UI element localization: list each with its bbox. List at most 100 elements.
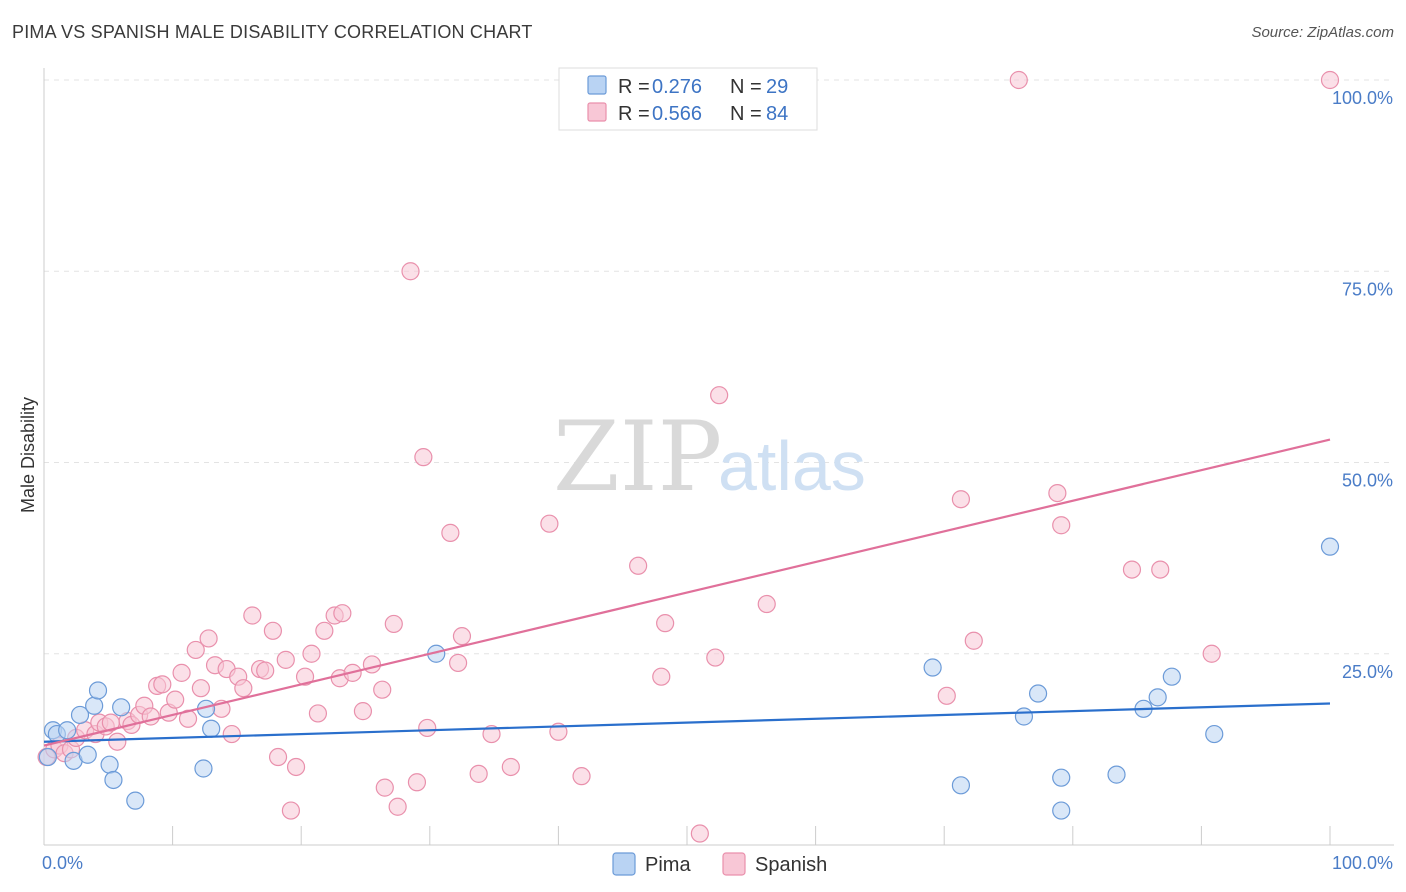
spanish-point-79 (1052, 516, 1071, 535)
source-label: Source: ZipAtlas.com (1251, 24, 1394, 41)
spanish-point-36 (268, 747, 288, 767)
legend-n-label-pima: N = (730, 76, 762, 98)
spanish-point-74 (937, 686, 956, 705)
bottom-legend-swatch-pima (612, 852, 636, 876)
pima-point-21 (1052, 768, 1071, 787)
spanish-point-83 (1320, 70, 1340, 90)
spanish-point-21 (172, 663, 191, 682)
watermark-atlas: atlas (718, 427, 866, 505)
spanish-point-82 (1202, 644, 1221, 663)
spanish-points (37, 70, 1340, 843)
spanish-point-41 (302, 644, 321, 663)
pima-point-5 (70, 705, 90, 725)
pima-point-0 (38, 747, 57, 767)
spanish-point-62 (482, 724, 501, 744)
spanish-point-67 (629, 556, 648, 575)
y-axis-label: Male Disability (18, 397, 38, 513)
pima-point-26 (1162, 667, 1181, 686)
pima-point-27 (1205, 724, 1224, 744)
legend-n-label-spanish: N = (730, 103, 762, 125)
spanish-point-55 (407, 773, 427, 792)
spanish-point-38 (281, 801, 301, 820)
legend-swatch-pima (587, 75, 607, 95)
pima-point-12 (126, 791, 145, 810)
spanish-point-60 (452, 627, 472, 646)
y-tick-label-0: 25.0% (1342, 662, 1393, 682)
bottom-legend-swatch-spanish (722, 852, 746, 876)
spanish-point-51 (375, 778, 394, 797)
x-tick-labels: 0.0% 100.0% (42, 853, 1393, 873)
pima-point-14 (194, 759, 213, 778)
spanish-point-31 (234, 679, 253, 698)
pima-point-19 (1014, 707, 1034, 726)
pima-point-23 (1107, 765, 1126, 784)
spanish-point-58 (441, 523, 460, 542)
spanish-point-81 (1151, 560, 1170, 579)
pima-point-15 (202, 719, 221, 738)
spanish-point-24 (191, 679, 210, 698)
legend-r-value-spanish: 0.566 (652, 103, 702, 125)
axes (43, 68, 1394, 846)
spanish-point-52 (384, 614, 403, 634)
pima-point-6 (78, 745, 97, 764)
pima-points (38, 537, 1340, 820)
pima-point-18 (951, 776, 971, 795)
spanish-point-49 (362, 655, 382, 674)
pima-point-20 (1028, 684, 1048, 703)
y-tick-label-2: 75.0% (1342, 279, 1393, 299)
spanish-point-66 (572, 767, 591, 786)
bottom-legend-label-pima: Pima (645, 854, 691, 876)
spanish-point-37 (276, 650, 295, 669)
legend-n-value-spanish: 84 (766, 103, 788, 125)
pima-point-22 (1052, 801, 1071, 820)
spanish-point-34 (256, 661, 275, 680)
spanish-point-63 (501, 757, 520, 777)
spanish-point-61 (469, 764, 488, 783)
grid-lines (44, 79, 1394, 655)
spanish-point-40 (295, 667, 315, 686)
spanish-point-20 (166, 690, 185, 709)
spanish-point-75 (951, 490, 971, 509)
spanish-point-54 (401, 262, 420, 281)
bottom-legend-label-spanish: Spanish (755, 854, 827, 876)
y-tick-label-3: 100.0% (1332, 88, 1393, 108)
x-tick-label-min: 0.0% (42, 853, 83, 873)
spanish-point-45 (333, 604, 352, 623)
pima-point-28 (1320, 537, 1340, 556)
legend-n-value-pima: 29 (766, 76, 788, 98)
spanish-point-43 (315, 621, 334, 640)
spanish-point-56 (414, 448, 433, 467)
spanish-point-50 (373, 680, 392, 699)
spanish-trend-line (43, 438, 1331, 747)
pima-point-3 (58, 721, 77, 740)
spanish-point-35 (263, 621, 283, 640)
spanish-point-72 (710, 386, 729, 405)
spanish-point-71 (706, 648, 725, 667)
spanish-point-76 (964, 631, 983, 650)
spanish-point-29 (222, 724, 241, 744)
spanish-point-11 (108, 732, 127, 751)
pima-point-8 (88, 681, 108, 700)
y-tick-label-1: 50.0% (1342, 471, 1393, 491)
y-tick-labels: 25.0% 50.0% 75.0% 100.0% (1332, 88, 1393, 682)
spanish-point-57 (418, 718, 437, 738)
legend-swatch-spanish (587, 102, 607, 122)
spanish-point-69 (656, 614, 675, 633)
spanish-point-77 (1009, 70, 1028, 90)
spanish-point-53 (388, 797, 407, 816)
legend-r-label-spanish: R = (618, 103, 650, 125)
x-tick-label-max: 100.0% (1332, 853, 1393, 873)
trend-lines (43, 438, 1331, 747)
spanish-point-59 (448, 653, 468, 673)
spanish-point-68 (652, 667, 671, 686)
pima-point-11 (112, 698, 131, 717)
spanish-point-78 (1048, 484, 1067, 503)
chart-title: PIMA VS SPANISH MALE DISABILITY CORRELAT… (12, 22, 533, 42)
pima-point-17 (923, 658, 942, 677)
pima-point-7 (85, 696, 104, 715)
spanish-point-80 (1122, 560, 1142, 579)
spanish-point-23 (186, 640, 205, 660)
spanish-point-48 (353, 702, 373, 721)
spanish-point-42 (308, 704, 328, 723)
spanish-point-25 (199, 629, 218, 648)
